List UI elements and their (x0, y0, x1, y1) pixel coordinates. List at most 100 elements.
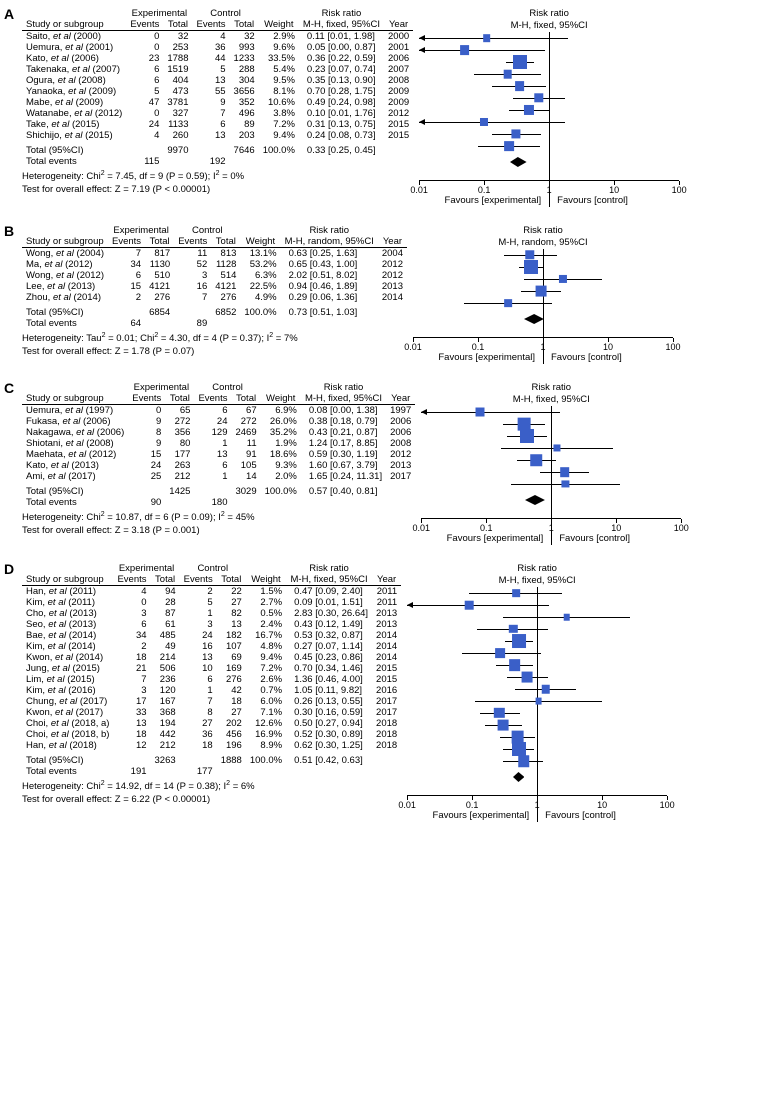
forest-row (413, 261, 673, 273)
x-axis: 0.010.1110100 (413, 337, 673, 350)
arrow-left-icon (419, 119, 425, 125)
ctl-total-header: Total (217, 574, 246, 586)
study-name: Fukasa, et al (2006) (22, 416, 128, 427)
forest-row (419, 128, 679, 140)
ctl-events: 5 (193, 64, 230, 75)
exp-total: 61 (151, 619, 180, 630)
study-name: Nakagawa, et al (2006) (22, 427, 128, 438)
forest-row (407, 755, 667, 767)
confidence-interval (407, 605, 549, 606)
study-row: Zhou, et al (2014)227672764.9%0.29 [0.06… (22, 292, 407, 303)
ctl-total: 67 (231, 405, 260, 417)
forest-row (413, 285, 673, 297)
ctl-total: 182 (217, 630, 246, 641)
overall-effect-text: Test for overall effect: Z = 1.78 (P = 0… (22, 346, 407, 358)
year: 2013 (372, 619, 401, 630)
tick-label: 0.1 (466, 800, 479, 810)
favours-labels: Favours [experimental]Favours [control] (419, 195, 679, 207)
exp-events: 34 (113, 630, 150, 641)
exp-events: 33 (113, 707, 150, 718)
summary-diamond (524, 313, 544, 325)
point-estimate (512, 634, 526, 648)
year: 2015 (384, 119, 413, 130)
exp-group-header: Experimental (128, 382, 194, 393)
panel-label: B (4, 223, 14, 239)
exp-total: 4121 (145, 281, 174, 292)
ctl-events: 36 (193, 42, 230, 53)
study-row: Han, et al (2018)12212181968.9%0.62 [0.3… (22, 740, 401, 751)
ctl-events-header: Events (174, 236, 211, 248)
ctl-total: 105 (231, 460, 260, 471)
heterogeneity-text: Heterogeneity: Chi2 = 14.92, df = 14 (P … (22, 779, 401, 794)
exp-total: 236 (151, 674, 180, 685)
year: 2013 (372, 608, 401, 619)
data-table: ExperimentalControlRisk ratioStudy or su… (22, 225, 407, 329)
study-row: Fukasa, et al (2006)92722427226.0%0.38 [… (22, 416, 415, 427)
exp-group-header: Experimental (113, 563, 179, 574)
tick-label: 10 (611, 523, 621, 533)
point-estimate (513, 55, 527, 69)
study-name: Saito, et al (2000) (22, 31, 126, 43)
forest-row (407, 719, 667, 731)
study-row: Choi, et al (2018, b)184423645616.9%0.52… (22, 729, 401, 740)
study-row: Lee, et al (2013)15412116412122.5%0.94 [… (22, 281, 407, 292)
risk-ratio: 0.10 [0.01, 1.76] (299, 108, 384, 119)
ctl-total: 82 (217, 608, 246, 619)
risk-ratio: 0.05 [0.00, 0.87] (299, 42, 384, 53)
tick-label: 0.1 (478, 185, 491, 195)
exp-total: 253 (163, 42, 192, 53)
study-header: Study or subgroup (22, 19, 126, 31)
study-row: Takenaka, et al (2007)6151952885.4%0.23 … (22, 64, 413, 75)
weight: 12.6% (246, 718, 286, 729)
risk-ratio: 0.49 [0.24, 0.98] (299, 97, 384, 108)
exp-events: 2 (113, 641, 150, 652)
exp-events: 47 (126, 97, 163, 108)
ctl-events: 6 (194, 460, 231, 471)
study-name: Jung, et al (2015) (22, 663, 113, 674)
exp-total-header: Total (145, 236, 174, 248)
ctl-total-header: Total (231, 393, 260, 405)
ctl-events: 6 (193, 119, 230, 130)
exp-events: 8 (128, 427, 165, 438)
ctl-total-header: Total (230, 19, 259, 31)
forest-row (407, 671, 667, 683)
data-table: ExperimentalControlRisk ratioStudy or su… (22, 8, 413, 167)
weight: 1.9% (261, 438, 301, 449)
exp-total: 260 (163, 130, 192, 141)
exp-total-header: Total (151, 574, 180, 586)
risk-ratio: 0.26 [0.13, 0.55] (286, 696, 372, 707)
study-row: Ami, et al (2017)252121142.0%1.65 [0.24,… (22, 471, 415, 482)
forest-row (419, 116, 679, 128)
risk-ratio: 2.02 [0.51, 8.02] (281, 270, 378, 281)
weight: 6.3% (240, 270, 280, 281)
ctl-events: 27 (180, 718, 217, 729)
study-name: Uemura, et al (2001) (22, 42, 126, 53)
exp-total-header: Total (163, 19, 192, 31)
point-estimate (524, 105, 534, 115)
risk-ratio: 0.23 [0.07, 0.74] (299, 64, 384, 75)
tick-label: 10 (609, 185, 619, 195)
weight: 6.9% (261, 405, 301, 417)
year: 2006 (386, 427, 415, 438)
weight: 35.2% (261, 427, 301, 438)
year: 2008 (386, 438, 415, 449)
exp-events: 17 (113, 696, 150, 707)
study-row: Nakagawa, et al (2006)8356129246935.2%0.… (22, 427, 415, 438)
year: 2012 (386, 449, 415, 460)
year: 2006 (386, 416, 415, 427)
point-estimate (494, 708, 504, 718)
study-row: Ogura, et al (2008)6404133049.5%0.35 [0.… (22, 75, 413, 86)
point-estimate (503, 70, 512, 79)
ctl-events: 5 (180, 597, 217, 608)
point-estimate (536, 286, 547, 297)
tick-label: 100 (674, 523, 689, 533)
study-name: Wong, et al (2012) (22, 270, 108, 281)
weight: 9.6% (259, 42, 299, 53)
exp-total: 194 (151, 718, 180, 729)
study-name: Ogura, et al (2008) (22, 75, 126, 86)
ctl-total: 4121 (211, 281, 240, 292)
exp-events: 23 (126, 53, 163, 64)
risk-ratio: 0.47 [0.09, 2.40] (286, 586, 372, 598)
study-name: Uemura, et al (1997) (22, 405, 128, 417)
ctl-events: 16 (174, 281, 211, 292)
